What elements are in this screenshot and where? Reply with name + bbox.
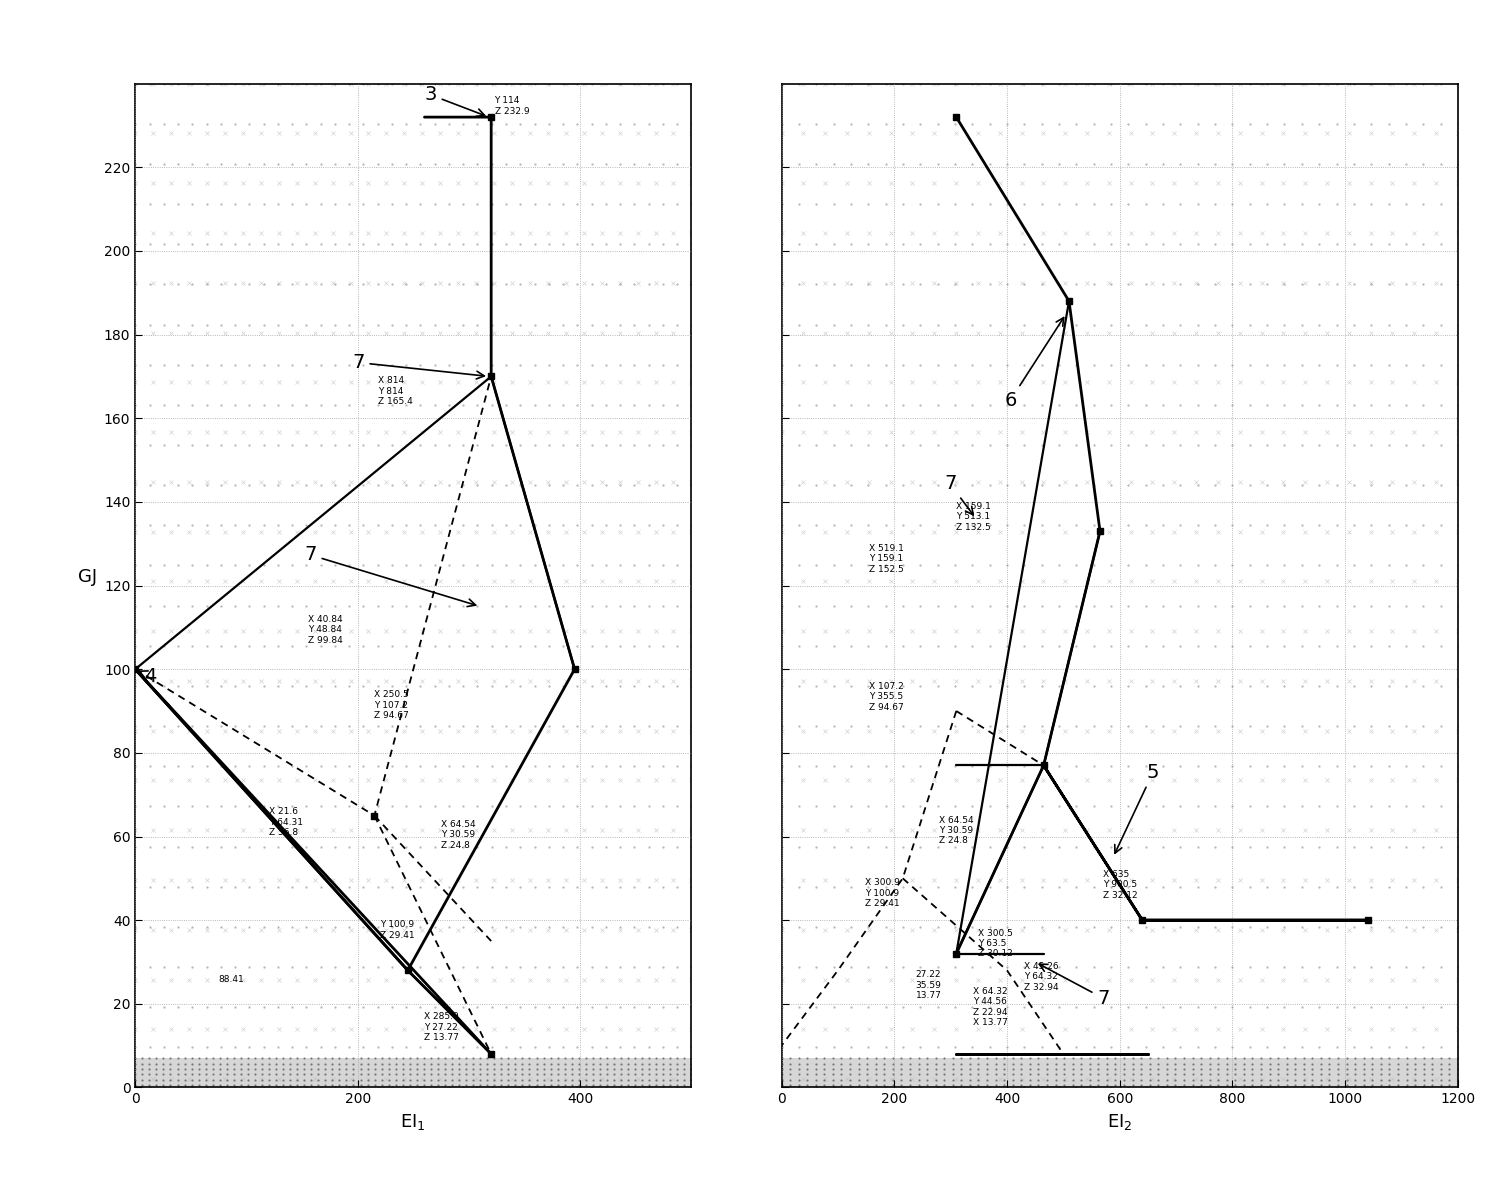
Text: X 635
Y 900.5
Z 32.12: X 635 Y 900.5 Z 32.12 (1103, 870, 1138, 900)
Bar (135, 1059, 691, 1087)
Text: 27.22
35.59
13.77: 27.22 35.59 13.77 (915, 970, 941, 1000)
Text: X 64.54
Y 30.59
Z 24.8: X 64.54 Y 30.59 Z 24.8 (939, 815, 974, 845)
Text: 7: 7 (304, 545, 475, 607)
Bar (782, 1059, 1458, 1087)
Text: X 285.9
Y 27.22
Z 13.77: X 285.9 Y 27.22 Z 13.77 (424, 1012, 460, 1042)
Text: 3: 3 (424, 85, 484, 116)
Text: Y 100.9
Z 29.41: Y 100.9 Z 29.41 (380, 920, 415, 939)
Text: X 814
Y 814
Z 165.4: X 814 Y 814 Z 165.4 (377, 376, 412, 406)
X-axis label: EI$_2$: EI$_2$ (1106, 1111, 1133, 1132)
Text: X 21.6
Y 64.31
Z 56.8: X 21.6 Y 64.31 Z 56.8 (269, 808, 302, 836)
Text: 4: 4 (138, 667, 156, 686)
Text: X 45.26
Y 64.32
Z 32.94: X 45.26 Y 64.32 Z 32.94 (1024, 962, 1058, 992)
Text: X 159.1
Y 513.1
Z 132.5: X 159.1 Y 513.1 Z 132.5 (956, 502, 990, 532)
Text: Y 114
Z 232.9: Y 114 Z 232.9 (494, 97, 529, 116)
Text: 7: 7 (1039, 964, 1109, 1007)
Text: X 300.5
Y 63.5
Z 30.12: X 300.5 Y 63.5 Z 30.12 (977, 929, 1013, 958)
Text: X 40.84
Y 48.84
Z 99.84: X 40.84 Y 48.84 Z 99.84 (308, 614, 343, 644)
Text: 5: 5 (1115, 762, 1159, 853)
Y-axis label: GJ: GJ (78, 568, 96, 586)
Text: 88.41: 88.41 (219, 975, 245, 983)
Text: X 107.2
Y 355.5
Z 94.67: X 107.2 Y 355.5 Z 94.67 (869, 681, 903, 711)
Text: X 250.5
Y 107.2
Z 94.67: X 250.5 Y 107.2 Z 94.67 (374, 691, 409, 719)
Text: 6: 6 (1004, 318, 1064, 410)
Text: 7: 7 (944, 474, 974, 515)
Text: X 64.32
Y 44.56
Z 22.94
X 13.77: X 64.32 Y 44.56 Z 22.94 X 13.77 (974, 987, 1009, 1028)
Text: X 519.1
Y 159.1
Z 152.5: X 519.1 Y 159.1 Z 152.5 (869, 544, 903, 574)
Text: 7: 7 (352, 353, 484, 379)
Text: X 64.54
Y 30.59
Z 24.8: X 64.54 Y 30.59 Z 24.8 (442, 820, 476, 850)
Text: X 300.9
Y 100.9
Z 29.41: X 300.9 Y 100.9 Z 29.41 (866, 878, 900, 908)
X-axis label: EI$_1$: EI$_1$ (400, 1111, 427, 1132)
